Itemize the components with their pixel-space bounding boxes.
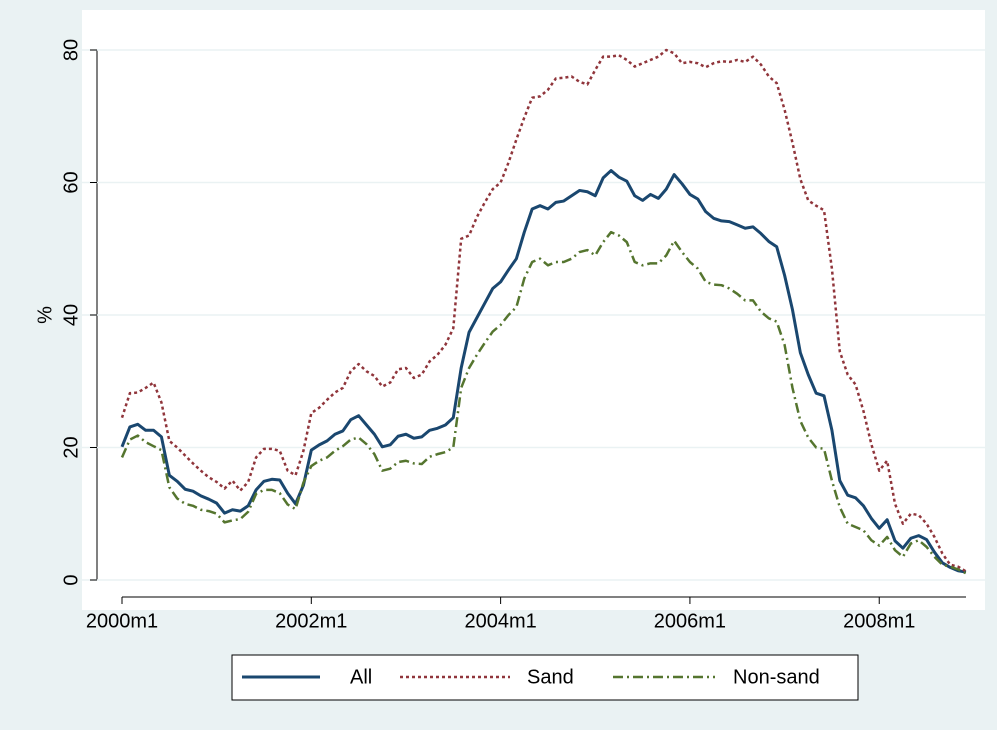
x-tick-label: 2008m1 (843, 610, 915, 632)
y-axis-label: % (34, 306, 56, 324)
y-tick-label: 0 (60, 574, 82, 585)
series-line (120, 48, 967, 573)
legend-label: Sand (527, 666, 574, 688)
y-tick-label: 20 (60, 436, 82, 458)
y-tick-label: 60 (60, 171, 82, 193)
x-tick-label: 2002m1 (275, 610, 347, 632)
legend-label: Non-sand (733, 666, 820, 688)
y-tick-label: 40 (60, 304, 82, 326)
y-tick-label: 80 (60, 39, 82, 61)
plot-region (82, 10, 985, 610)
x-tick-label: 2000m1 (86, 610, 158, 632)
x-tick-label: 2004m1 (464, 610, 536, 632)
legend-label: All (350, 666, 372, 688)
series-line (120, 169, 967, 574)
x-tick-label: 2006m1 (654, 610, 726, 632)
legend (231, 654, 859, 701)
series-line (120, 230, 967, 575)
